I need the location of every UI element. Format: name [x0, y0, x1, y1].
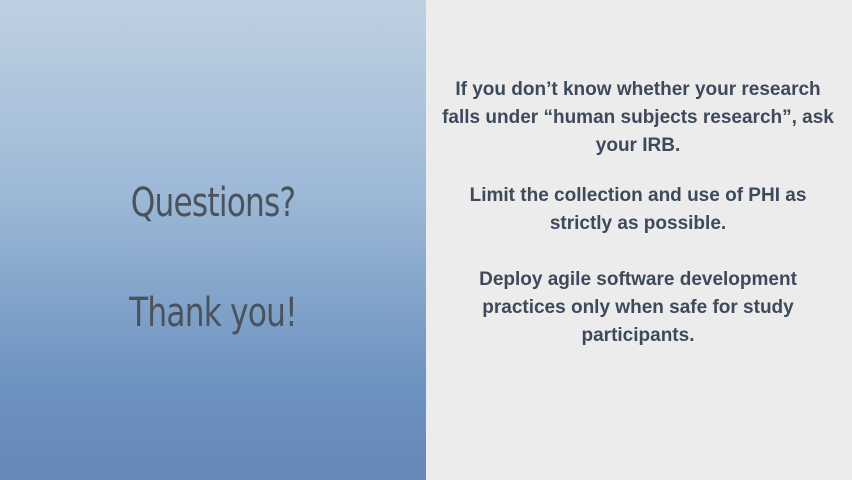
thank-you-heading: Thank you! — [129, 290, 298, 336]
left-panel: Questions? Thank you! — [0, 0, 426, 480]
right-panel — [426, 0, 852, 480]
questions-heading: Questions? — [130, 180, 296, 226]
takeaway-agile: Deploy agile software development practi… — [479, 269, 797, 346]
takeaway-irb: If you don’t know whether your research … — [442, 79, 834, 156]
takeaway-phi: Limit the collection and use of PHI as s… — [469, 185, 807, 234]
